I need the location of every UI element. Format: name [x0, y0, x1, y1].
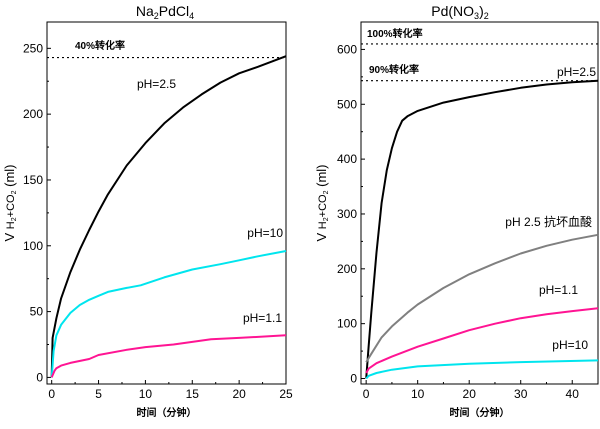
- series-label: pH=10: [247, 226, 283, 240]
- chart-title: Na2PdCl4: [136, 3, 194, 21]
- y-tick-label: 250: [23, 41, 43, 55]
- x-tick-label: 25: [279, 387, 293, 401]
- y-tick-label: 400: [337, 152, 357, 166]
- x-tick-label: 0: [363, 387, 370, 401]
- plot-frame: [46, 21, 287, 385]
- y-axis-label: V H2+CO2 (ml): [2, 165, 18, 242]
- series-label: pH 2.5 抗坏血酸: [505, 214, 592, 229]
- y-tick-label: 150: [23, 173, 43, 187]
- title-part: 3: [474, 11, 479, 21]
- y-tick-label: 100: [23, 239, 43, 253]
- x-tick-label: 15: [186, 387, 200, 401]
- y-tick-label: 50: [30, 305, 44, 319]
- title-part: Na: [136, 3, 154, 19]
- y-label-part: V: [2, 229, 17, 241]
- series-line: [365, 307, 599, 374]
- series-line: [365, 79, 599, 379]
- y-label-part: (ml): [2, 165, 17, 191]
- y-tick-label: 600: [337, 42, 357, 56]
- series-label: pH=10: [552, 338, 588, 352]
- y-label-part: +CO: [317, 194, 329, 217]
- y-label-part: +CO: [5, 194, 17, 217]
- y-tick-label: 500: [337, 97, 357, 111]
- x-tick-label: 5: [95, 387, 102, 401]
- y-tick-label: 0: [36, 370, 43, 384]
- x-axis-label: 时间（分钟）: [137, 406, 197, 419]
- series-label: pH=2.5: [137, 77, 176, 91]
- y-label-part: (ml): [314, 165, 329, 191]
- series-line: [50, 250, 287, 378]
- chart-title: Pd(NO3)2: [431, 3, 489, 21]
- reference-line-label: 40%转化率: [75, 39, 125, 52]
- series-label: pH=2.5: [557, 65, 596, 79]
- title-part: PdCl: [159, 3, 189, 19]
- title-part: 2: [484, 11, 489, 21]
- x-tick-label: 40: [566, 387, 580, 401]
- title-part: ): [479, 3, 484, 19]
- y-tick-label: 200: [23, 107, 43, 121]
- series-label: pH=1.1: [243, 311, 282, 325]
- x-tick-label: 10: [411, 387, 425, 401]
- x-axis-label: 时间（分钟）: [450, 406, 510, 419]
- y-label-part: H: [317, 221, 329, 229]
- y-label-part: 2: [11, 217, 18, 221]
- series-line: [365, 233, 599, 363]
- x-tick-label: 20: [463, 387, 477, 401]
- x-tick-label: 0: [48, 387, 55, 401]
- reference-line-label: 90%转化率: [369, 63, 419, 76]
- series-label: pH=1.1: [539, 283, 578, 297]
- y-tick-label: 300: [337, 207, 357, 221]
- title-part: 2: [154, 11, 159, 21]
- plot-frame: [360, 21, 599, 385]
- y-label-part: 2: [323, 190, 330, 194]
- title-part: Pd(NO: [431, 3, 474, 19]
- title-part: 4: [189, 11, 194, 21]
- series-line: [365, 359, 599, 380]
- y-tick-label: 0: [350, 372, 357, 386]
- y-label-part: H: [5, 221, 17, 229]
- panel-2: Pd(NO3)20 10 20 30 400100200300400500600时间（分…: [314, 3, 599, 419]
- y-label-part: 2: [11, 190, 18, 194]
- y-label-part: 2: [323, 217, 330, 221]
- x-tick-label: 20: [232, 387, 246, 401]
- y-tick-label: 200: [337, 262, 357, 276]
- y-label-part: V: [314, 229, 329, 241]
- y-axis-label: V H2+CO2 (ml): [314, 165, 330, 242]
- y-tick-label: 100: [337, 317, 357, 331]
- reference-line-label: 100%转化率: [367, 27, 423, 40]
- x-tick-label: 30: [514, 387, 528, 401]
- series-line: [50, 334, 287, 378]
- series-line: [50, 55, 287, 378]
- x-tick-label: 10: [139, 387, 153, 401]
